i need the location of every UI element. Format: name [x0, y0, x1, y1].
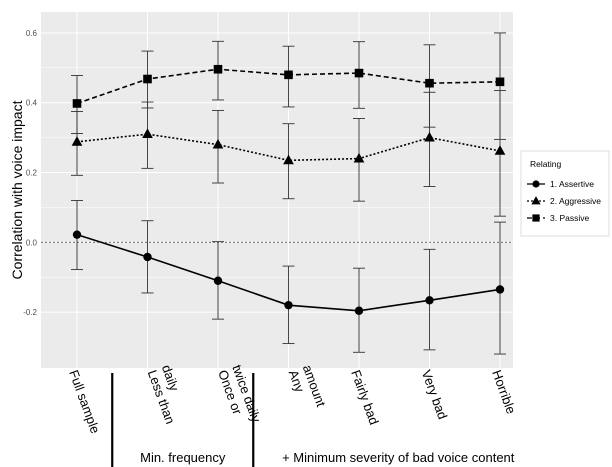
- data-point: [212, 138, 224, 149]
- series-3: [71, 32, 506, 140]
- legend-box: [520, 150, 610, 237]
- x-tick-label-group: Horrible: [489, 368, 519, 416]
- legend-marker: [532, 214, 540, 222]
- legend-title: Relating: [530, 159, 561, 169]
- data-point: [72, 99, 82, 108]
- group-label: Min. frequency: [140, 450, 226, 465]
- category-groups: Min. frequency + Minimum severity of bad …: [111, 373, 515, 467]
- legend-item: 3. Passive: [527, 213, 589, 223]
- x-tick-label-group: Full sample: [66, 368, 103, 436]
- legend-label: 3. Passive: [550, 213, 589, 223]
- series-layer: [71, 32, 506, 355]
- plot-panel: [41, 12, 513, 368]
- data-point: [143, 252, 152, 262]
- data-point: [72, 230, 82, 239]
- data-point: [353, 152, 365, 163]
- x-tick-label: Horrible: [489, 368, 519, 416]
- y-tick-label: -0.2: [23, 308, 37, 317]
- data-point: [425, 296, 434, 305]
- data-point: [425, 78, 434, 88]
- data-point: [142, 128, 153, 139]
- legend-item: 1. Assertive: [527, 179, 594, 189]
- data-point: [495, 285, 505, 294]
- data-point: [494, 145, 506, 155]
- x-tick-label: Any: [286, 368, 308, 395]
- y-tick-label: 0.2: [26, 169, 38, 178]
- data-point: [213, 276, 223, 285]
- group-label: + Minimum severity of bad voice content: [282, 450, 515, 465]
- x-tick-label: Fairly bad: [348, 368, 382, 427]
- data-point: [283, 154, 294, 165]
- legend-label: 2. Aggressive: [550, 196, 601, 206]
- series-1: [71, 200, 506, 355]
- data-point: [284, 70, 293, 80]
- x-tick-label-group: Very bad: [419, 368, 451, 421]
- x-tick-label: Very bad: [419, 368, 451, 421]
- x-tick-label-group: Fairly bad: [348, 368, 382, 427]
- data-point: [354, 68, 364, 78]
- data-point: [284, 300, 293, 310]
- legend: Relating 1. Assertive 2. Aggressive 3. Pas…: [520, 150, 610, 237]
- y-tick-label: 0.6: [26, 29, 38, 38]
- y-axis-title: Correlation with voice impact: [9, 100, 25, 279]
- data-point: [495, 77, 505, 87]
- legend-marker: [531, 196, 541, 205]
- y-tick-label: 0.0: [26, 238, 38, 247]
- x-tick-label: Full sample: [66, 368, 103, 436]
- data-point: [424, 131, 435, 142]
- y-axis-ticks: -0.2 0.0 0.2 0.4 0.6: [23, 29, 37, 317]
- legend-items: 1. Assertive 2. Aggressive 3. Passive: [527, 179, 601, 223]
- data-point: [354, 306, 364, 315]
- data-point: [143, 74, 152, 84]
- legend-marker: [532, 180, 540, 188]
- legend-item: 2. Aggressive: [527, 196, 601, 206]
- data-point: [213, 64, 223, 74]
- data-point: [71, 136, 83, 146]
- legend-label: 1. Assertive: [550, 179, 594, 189]
- y-tick-label: 0.4: [26, 99, 38, 108]
